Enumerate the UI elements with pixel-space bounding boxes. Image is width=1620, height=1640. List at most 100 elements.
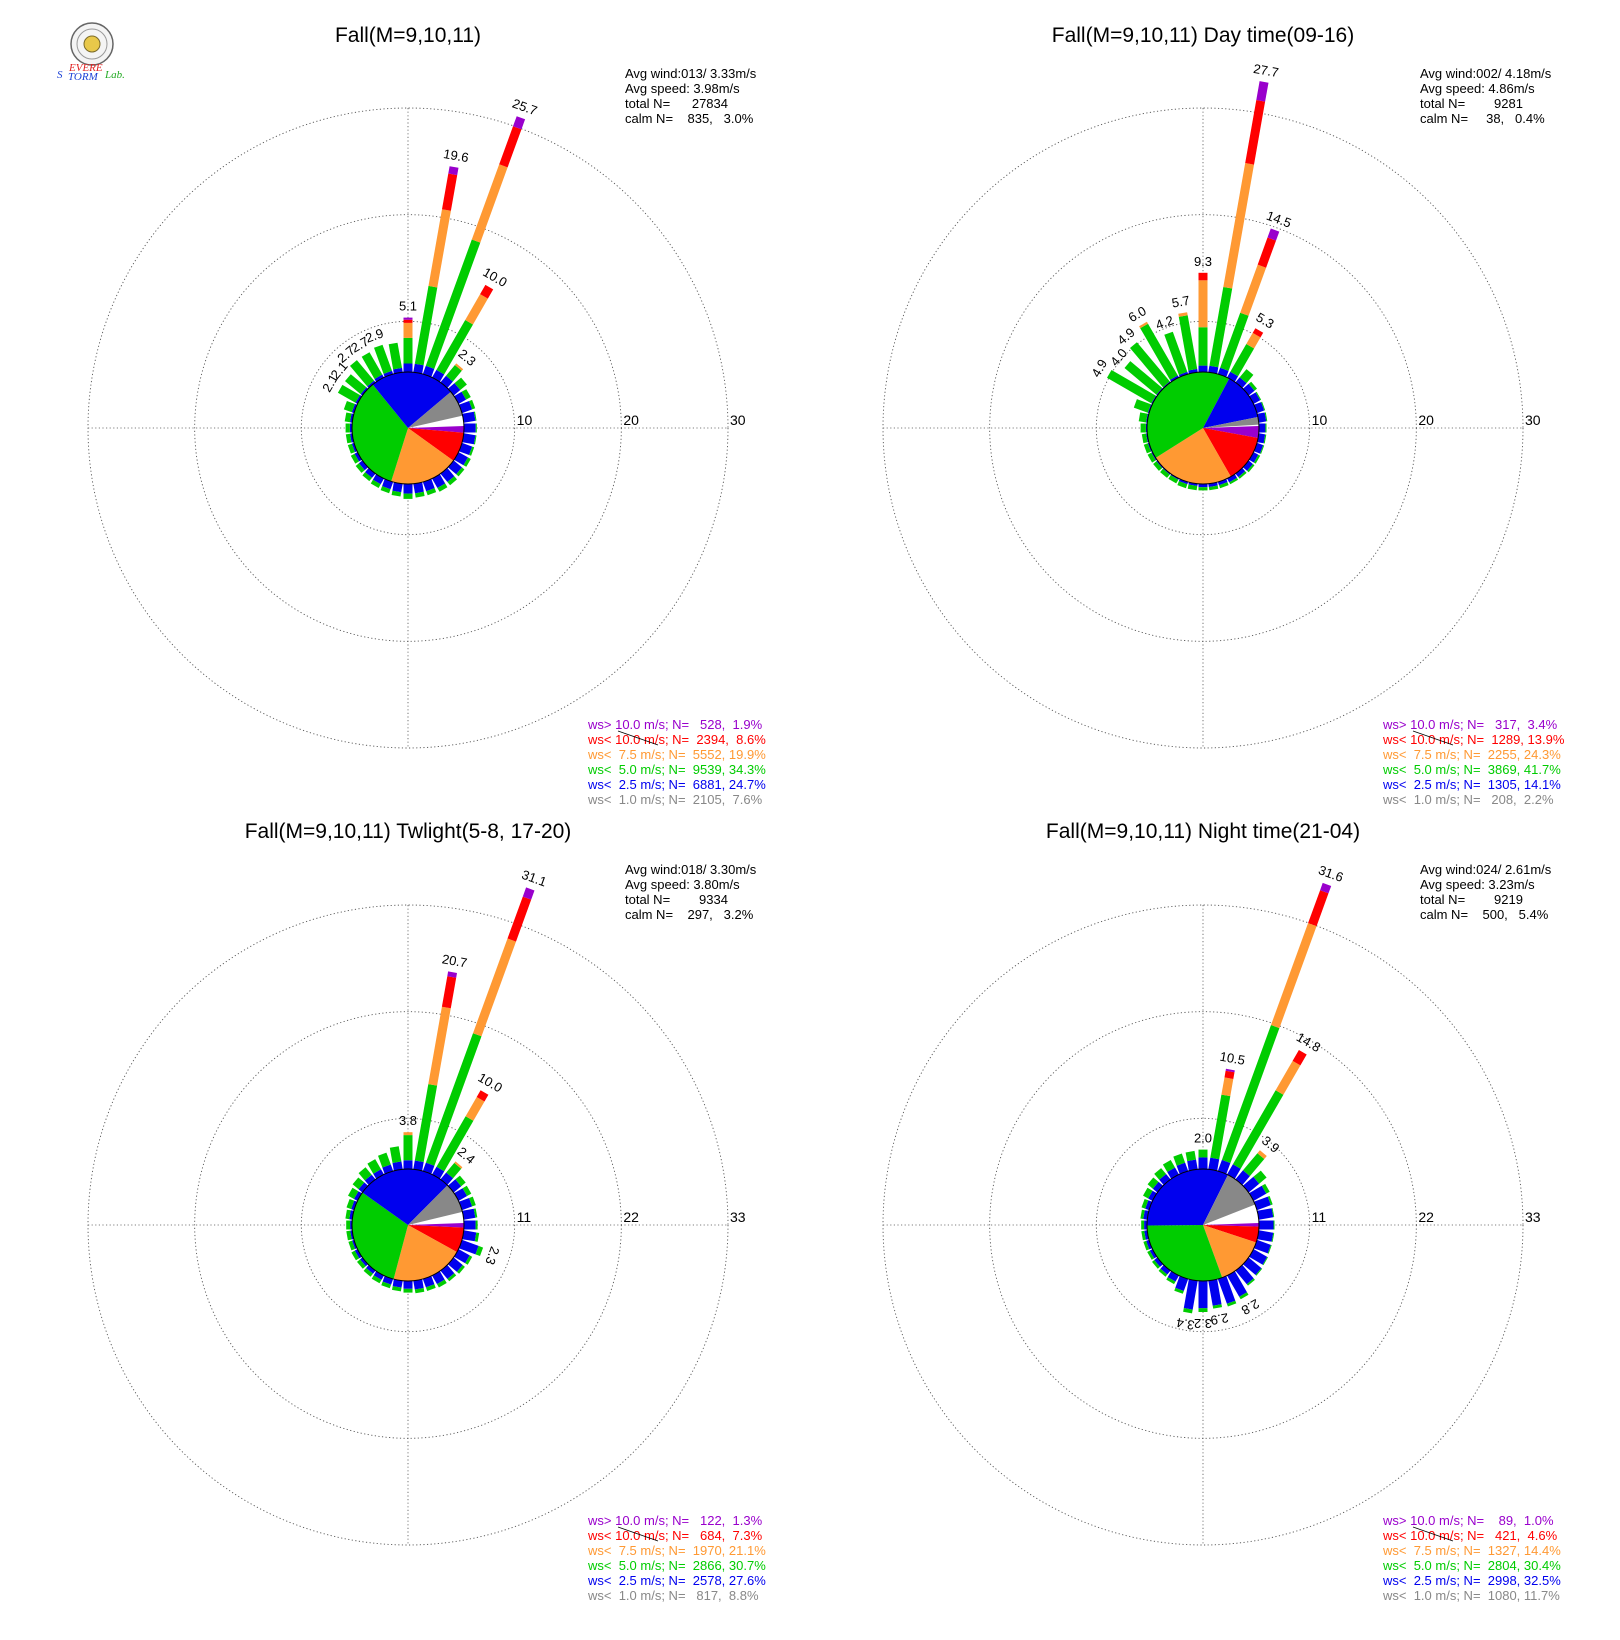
petal-segment xyxy=(513,116,526,130)
petal-label: 2.0 xyxy=(1194,1131,1212,1146)
petal-segment xyxy=(366,1265,376,1274)
petal-segment xyxy=(358,460,368,471)
petal-segment xyxy=(355,395,362,404)
petal-segment xyxy=(1271,1208,1275,1218)
petal-segment xyxy=(1173,1153,1186,1166)
stat-line: calm N= 500, 5.4% xyxy=(1420,907,1549,922)
petal-segment xyxy=(454,363,464,371)
petal-220 xyxy=(362,468,376,482)
petal-segment xyxy=(374,374,384,382)
petal-segment xyxy=(1162,381,1171,388)
petal-segment xyxy=(1160,468,1170,478)
petal-130 xyxy=(1243,1257,1263,1276)
petal-segment xyxy=(474,1232,480,1242)
petal-segment xyxy=(403,1135,413,1161)
stat-line: Avg speed: 3.80m/s xyxy=(625,877,740,892)
legend-entry: ws< 2.5 m/s; N= 1305, 14.1% xyxy=(1382,777,1561,792)
petal-label: 2.4 xyxy=(455,1144,478,1167)
petal-180 xyxy=(403,1281,413,1293)
petal-label: 31.1 xyxy=(520,867,549,890)
petal-segment xyxy=(1159,1174,1171,1185)
pie-slice xyxy=(1146,371,1230,458)
petal-segment xyxy=(363,1268,373,1277)
petal-segment xyxy=(1226,1300,1237,1307)
legend-entry: ws< 2.5 m/s; N= 2578, 27.6% xyxy=(587,1573,766,1588)
petal-120 xyxy=(1249,452,1261,464)
stat-line: Avg wind:018/ 3.30m/s xyxy=(625,862,757,877)
petal-segment xyxy=(1263,434,1267,444)
petal-segment xyxy=(352,1177,365,1190)
petal-segment xyxy=(1232,1090,1284,1169)
wind-rose-panel-2: 10 20 309.327.714.55.34.94.04.96.0 4.25.7Fa… xyxy=(882,24,1565,807)
petal-80 xyxy=(462,411,477,423)
petal-90 xyxy=(464,423,477,433)
petal-segment xyxy=(462,411,476,423)
petal-segment xyxy=(1256,81,1269,102)
petal-segment xyxy=(391,490,402,497)
petal-170 xyxy=(413,482,425,498)
petal-segment xyxy=(1162,468,1171,475)
petal-segment xyxy=(1255,1268,1263,1276)
petal-210 xyxy=(371,1271,384,1284)
petal-segment xyxy=(351,1250,360,1261)
petal-230 xyxy=(1153,460,1163,471)
petal-segment xyxy=(1198,484,1208,488)
pie-slice xyxy=(408,1225,464,1253)
petal-segment xyxy=(1198,487,1208,491)
petal-segment xyxy=(1224,1070,1235,1079)
legend-entry: ws< 5.0 m/s; N= 3869, 41.7% xyxy=(1382,762,1561,777)
petal-segment xyxy=(469,399,476,410)
petal-segment xyxy=(462,433,476,445)
petal-90 xyxy=(1259,1220,1275,1230)
wind-rose-panel-4: 11 22 332.010.531.614.83.92.82.93.23.4Fall… xyxy=(882,820,1561,1603)
petal-190 xyxy=(392,1279,403,1292)
petal-segment xyxy=(1178,312,1188,317)
petal-segment xyxy=(1253,454,1261,464)
petal-segment xyxy=(365,468,376,478)
petal-segment xyxy=(473,938,516,1037)
petal-segment xyxy=(345,374,367,395)
petal-label: 9.3 xyxy=(1194,254,1212,269)
petal-270 xyxy=(345,423,352,433)
petal-segment xyxy=(403,1281,413,1289)
legend-divider xyxy=(1412,1526,1454,1542)
petal-segment xyxy=(1254,1196,1271,1211)
petal-segment xyxy=(1246,1278,1255,1286)
petal-label: 10.5 xyxy=(1219,1049,1247,1068)
petal-segment xyxy=(422,1276,435,1288)
petal-segment xyxy=(1245,100,1266,165)
ring-label-1: 10 xyxy=(1312,412,1328,428)
petal-segment xyxy=(372,474,384,485)
petal-segment xyxy=(442,173,458,211)
stat-line: calm N= 835, 3.0% xyxy=(625,111,754,126)
petal-250 xyxy=(347,442,357,454)
petal-0: 2.0 xyxy=(1194,1131,1212,1169)
petal-segment xyxy=(475,1245,484,1256)
stat-line: Avg wind:002/ 4.18m/s xyxy=(1420,66,1552,81)
petal-210 xyxy=(370,474,384,488)
petal-segment xyxy=(1178,371,1189,377)
petal-segment xyxy=(1139,321,1148,329)
chart-title: Fall(M=9,10,11) xyxy=(335,24,481,47)
wind-rose-panel-3: 11 22 333.820.731.110.02.42.3Fall(M=9,10,1… xyxy=(87,820,766,1603)
petal-segment xyxy=(403,1288,413,1293)
petal-segment xyxy=(1198,1149,1208,1158)
petal-segment xyxy=(446,1162,462,1179)
petal-120 xyxy=(1249,1249,1268,1266)
petal-segment xyxy=(1208,1279,1222,1306)
pie-slice xyxy=(1203,1225,1259,1243)
petal-240 xyxy=(351,1249,362,1261)
petal-230 xyxy=(357,1257,368,1269)
petal-330 xyxy=(367,1159,384,1179)
petal-segment xyxy=(1148,1190,1157,1201)
petal-segment xyxy=(414,285,438,366)
pie-slice xyxy=(1203,1225,1257,1278)
logo-text-evere: EVERE xyxy=(68,62,103,74)
petal-110: 2.3 xyxy=(459,1239,503,1267)
petal-label: 5.7 xyxy=(1171,293,1191,311)
petal-290 xyxy=(343,401,357,414)
petal-segment xyxy=(337,384,360,403)
petal-segment xyxy=(1254,1239,1271,1254)
petal-segment xyxy=(1267,228,1280,241)
petal-250 xyxy=(1143,1239,1152,1251)
